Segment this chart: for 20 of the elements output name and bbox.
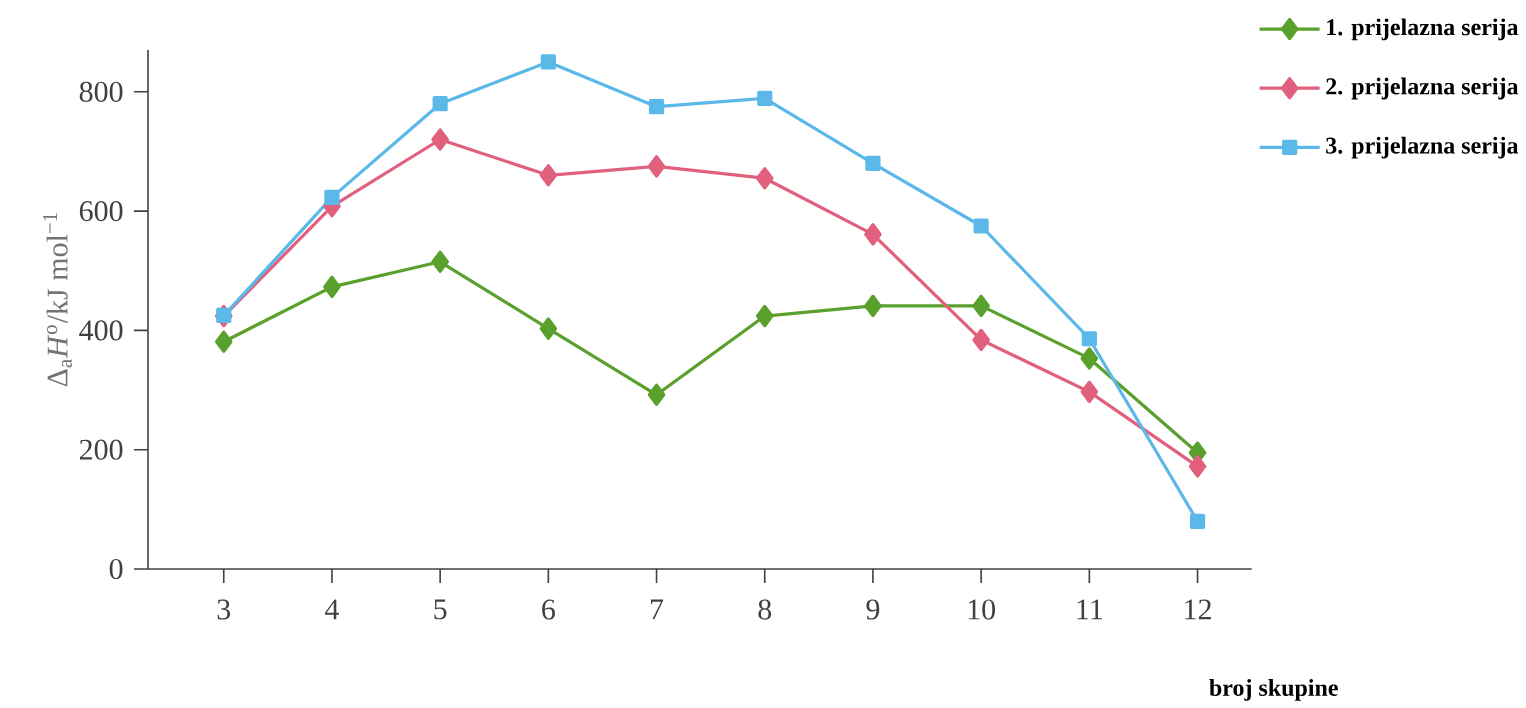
x-tick-label: 11 <box>1077 599 1102 620</box>
x-tick-label: 6 <box>542 599 555 620</box>
legend-label: 2. prijelazna serija <box>1326 77 1519 100</box>
x-tick-label: 12 <box>1185 599 1211 620</box>
y-tick-label: 600 <box>79 200 123 222</box>
y-tick-label: 400 <box>79 320 123 341</box>
x-tick-label: 7 <box>651 599 664 620</box>
x-tick-label: 5 <box>434 599 447 620</box>
y-tick-label: 0 <box>109 558 123 580</box>
x-tick-label: 4 <box>325 599 339 620</box>
legend-label: 1. prijelazna serija <box>1327 18 1519 41</box>
x-tick-label: 3 <box>217 599 231 620</box>
x-tick-label: 8 <box>758 599 772 620</box>
legend-label: 3. prijelazna serija <box>1326 136 1519 159</box>
y-tick-label: 200 <box>79 439 123 460</box>
y-axis-title: Δ$_{a}$H$^{o}$/kJ mol$^{−1}$ <box>43 213 72 387</box>
x-tick-label: 10 <box>968 599 996 620</box>
y-tick-label: 800 <box>79 81 123 102</box>
x-tick-label: 9 <box>866 599 880 620</box>
x-axis-title: broj skupine <box>1209 679 1338 701</box>
